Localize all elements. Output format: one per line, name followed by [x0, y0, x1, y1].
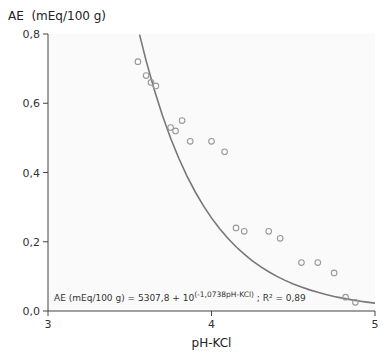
y-tick-label: 0,0: [23, 305, 41, 318]
scatter-point: [222, 149, 228, 155]
x-tick: [375, 311, 376, 316]
scatter-point: [179, 118, 185, 124]
scatter-point: [135, 59, 141, 65]
scatter-point: [331, 270, 337, 276]
y-tick: [43, 241, 48, 242]
y-tick-label: 0,4: [23, 167, 41, 180]
x-tick-label: 4: [208, 318, 215, 331]
plot-marks: [135, 35, 375, 306]
scatter-point: [299, 260, 305, 266]
scatter-point: [187, 139, 193, 145]
fit-line: [140, 35, 375, 304]
y-tick: [43, 311, 48, 312]
axes: 3 4 5 0,0 0,2 0,4 0,6 0,8: [23, 28, 379, 331]
x-axis-label: pH-KCl: [192, 336, 232, 350]
scatter-point: [266, 229, 272, 235]
x-tick-label: 3: [45, 318, 52, 331]
scatter-point: [241, 229, 247, 235]
scatter-point: [343, 294, 349, 300]
equation: AE (mEq/100 g) = 5307,8 + 10(-1,0738pH-K…: [54, 290, 306, 303]
scatter-point: [143, 73, 149, 79]
y-tick: [43, 172, 48, 173]
scatter-point: [173, 128, 179, 134]
scatter-point: [277, 235, 283, 241]
scatter-point: [209, 139, 215, 145]
plot-area: [48, 34, 375, 311]
scatter-point: [315, 260, 321, 266]
chart: 3 4 5 0,0 0,2 0,4 0,6 0,8 pH-KCl AE (mEq/100 g) AE…: [0, 0, 391, 355]
x-tick: [48, 311, 49, 316]
equation-part: (-1,0738pH-KCl): [194, 290, 254, 299]
y-axis-label: AE (mEq/100 g): [8, 9, 106, 23]
scatter-point: [153, 83, 159, 89]
scatter-point: [233, 225, 239, 231]
equation-part: AE (mEq/100 g) = 5307,8 + 10: [54, 293, 194, 303]
equation-part: ; R² = 0,89: [254, 293, 306, 303]
y-tick-label: 0,8: [23, 28, 41, 41]
scatter-point: [353, 300, 359, 306]
x-tick: [211, 311, 212, 316]
y-tick-label: 0,2: [23, 236, 41, 249]
x-tick-label: 5: [372, 318, 379, 331]
y-tick-label: 0,6: [23, 97, 41, 110]
y-tick: [43, 103, 48, 104]
y-tick: [43, 34, 48, 35]
